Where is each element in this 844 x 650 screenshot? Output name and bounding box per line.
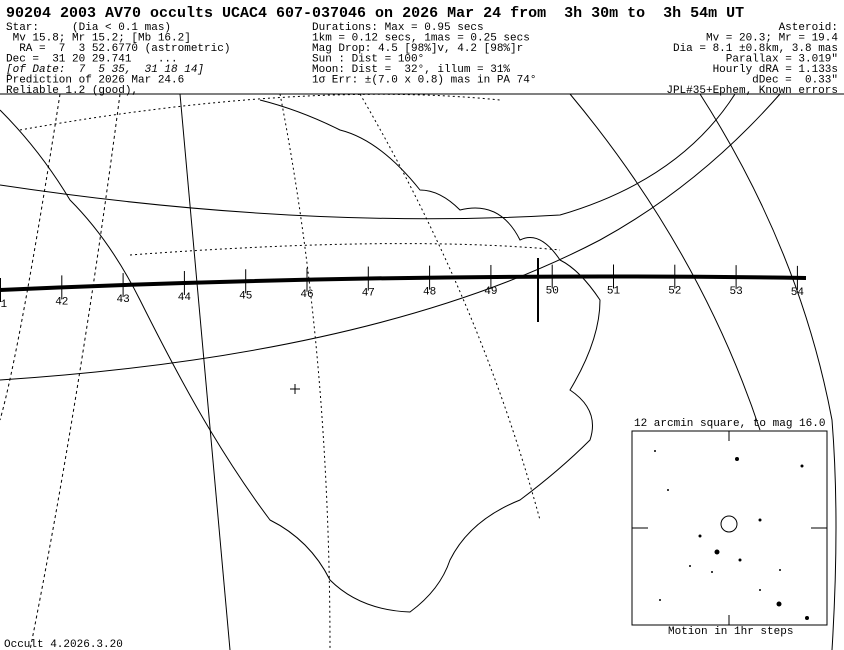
path-time-label: 48 — [423, 287, 436, 299]
path-time-label: 42 — [55, 296, 68, 308]
header-line: Reliable 1.2 (good), — [6, 85, 138, 97]
path-time-label: 50 — [546, 286, 559, 298]
path-time-label: 52 — [668, 286, 681, 298]
header-line: Dec = 31 20 29.741 ... — [6, 54, 178, 66]
path-time-label: 43 — [116, 294, 129, 306]
header-line: Durations: Max = 0.95 secs — [312, 22, 484, 34]
header-line: Asteroid: — [779, 22, 838, 34]
header-line: dDec = 0.33" — [752, 75, 838, 87]
inset-marks — [632, 431, 827, 625]
footer: Occult 4.2026.3.20 — [4, 639, 123, 650]
header-line: 1σ Err: ±(7.0 x 0.8) mas in PA 74° — [312, 75, 536, 87]
header-line: Moon: Dist = 32°, illum = 31% — [312, 64, 510, 76]
path-time-label: 54 — [791, 287, 805, 299]
header-line: Sun : Dist = 100° — [312, 54, 424, 66]
inset-box — [631, 430, 828, 626]
header-line: Hourly dRA = 1.133s — [713, 64, 838, 76]
header-line: 1km = 0.12 secs, 1mas = 0.25 secs — [312, 33, 530, 45]
path-time-label: 51 — [607, 286, 621, 298]
map-lines — [0, 93, 844, 650]
header: Star: (Dia < 0.1 mas) Mv 15.8; Mr 15.2; … — [6, 22, 838, 97]
title: 90204 2003 AV70 occults UCAC4 607-037046… — [6, 5, 744, 22]
path-time-label: 44 — [178, 292, 192, 304]
header-line: Parallax = 3.019" — [726, 54, 838, 66]
path-time-label: 45 — [239, 290, 252, 302]
header-line: Mag Drop: 4.5 [98%]v, 4.2 [98%]r — [312, 43, 523, 55]
path-time-label: 49 — [484, 286, 497, 298]
path-time-label: 53 — [729, 286, 742, 298]
header-line: RA = 7 3 52.6770 (astrometric) — [6, 43, 230, 55]
header-line: Mv 15.8; Mr 15.2; [Mb 16.2] — [6, 33, 191, 45]
header-line: Star: (Dia < 0.1 mas) — [6, 22, 171, 34]
header-line: Prediction of 2026 Mar 24.6 — [6, 75, 184, 87]
header-line: JPL#35+Ephem, Known errors — [666, 85, 838, 97]
inset-caption: Motion in 1hr steps — [668, 626, 793, 638]
inset-stars — [654, 450, 809, 620]
path-time-label: 47 — [362, 288, 375, 300]
path-time-label: 46 — [300, 289, 313, 301]
header-line: Mv = 20.3; Mr = 19.4 — [706, 33, 838, 45]
path-time-label: 41 — [0, 299, 7, 311]
inset-title: 12 arcmin square, to mag 16.0 — [634, 418, 825, 430]
path-ticks: 41 42 43 44 45 46 47 48 49 50 51 52 53 54 — [0, 264, 805, 311]
header-line: Dia = 8.1 ±0.8km, 3.8 mas — [673, 43, 838, 55]
header-line: [of Date: 7 5 35, 31 18 14] — [6, 64, 204, 76]
